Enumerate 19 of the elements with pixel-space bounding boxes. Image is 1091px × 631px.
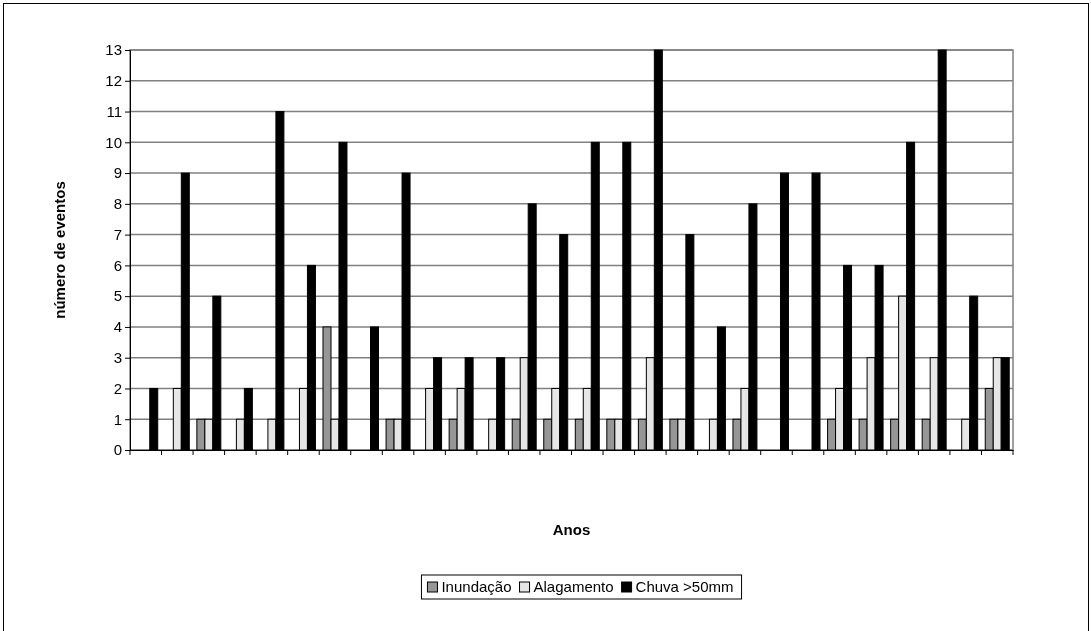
y-tick-label: 3 <box>113 348 122 366</box>
legend-label: Inundação <box>441 578 512 595</box>
y-tick-label: 13 <box>105 41 122 59</box>
y-tick-label: 0 <box>113 441 122 459</box>
legend-label: Chuva >50mm <box>635 578 734 595</box>
y-tick-label: 2 <box>113 379 122 397</box>
y-tick-label: 9 <box>113 164 122 182</box>
y-tick-label: 8 <box>113 195 122 213</box>
y-axis-title: número de eventos <box>51 181 68 319</box>
y-tick-label: 12 <box>105 72 122 90</box>
y-tick-label: 4 <box>113 318 122 336</box>
y-tick-label: 7 <box>113 225 122 243</box>
x-axis-title: Anos <box>552 521 591 538</box>
y-tick-label: 10 <box>105 133 122 151</box>
legend-label: Alagamento <box>533 578 614 595</box>
y-tick-label: 11 <box>106 102 122 120</box>
y-tick-label: 6 <box>113 256 122 274</box>
y-tick-label: 5 <box>113 287 122 305</box>
y-tick-label: 1 <box>113 410 122 428</box>
